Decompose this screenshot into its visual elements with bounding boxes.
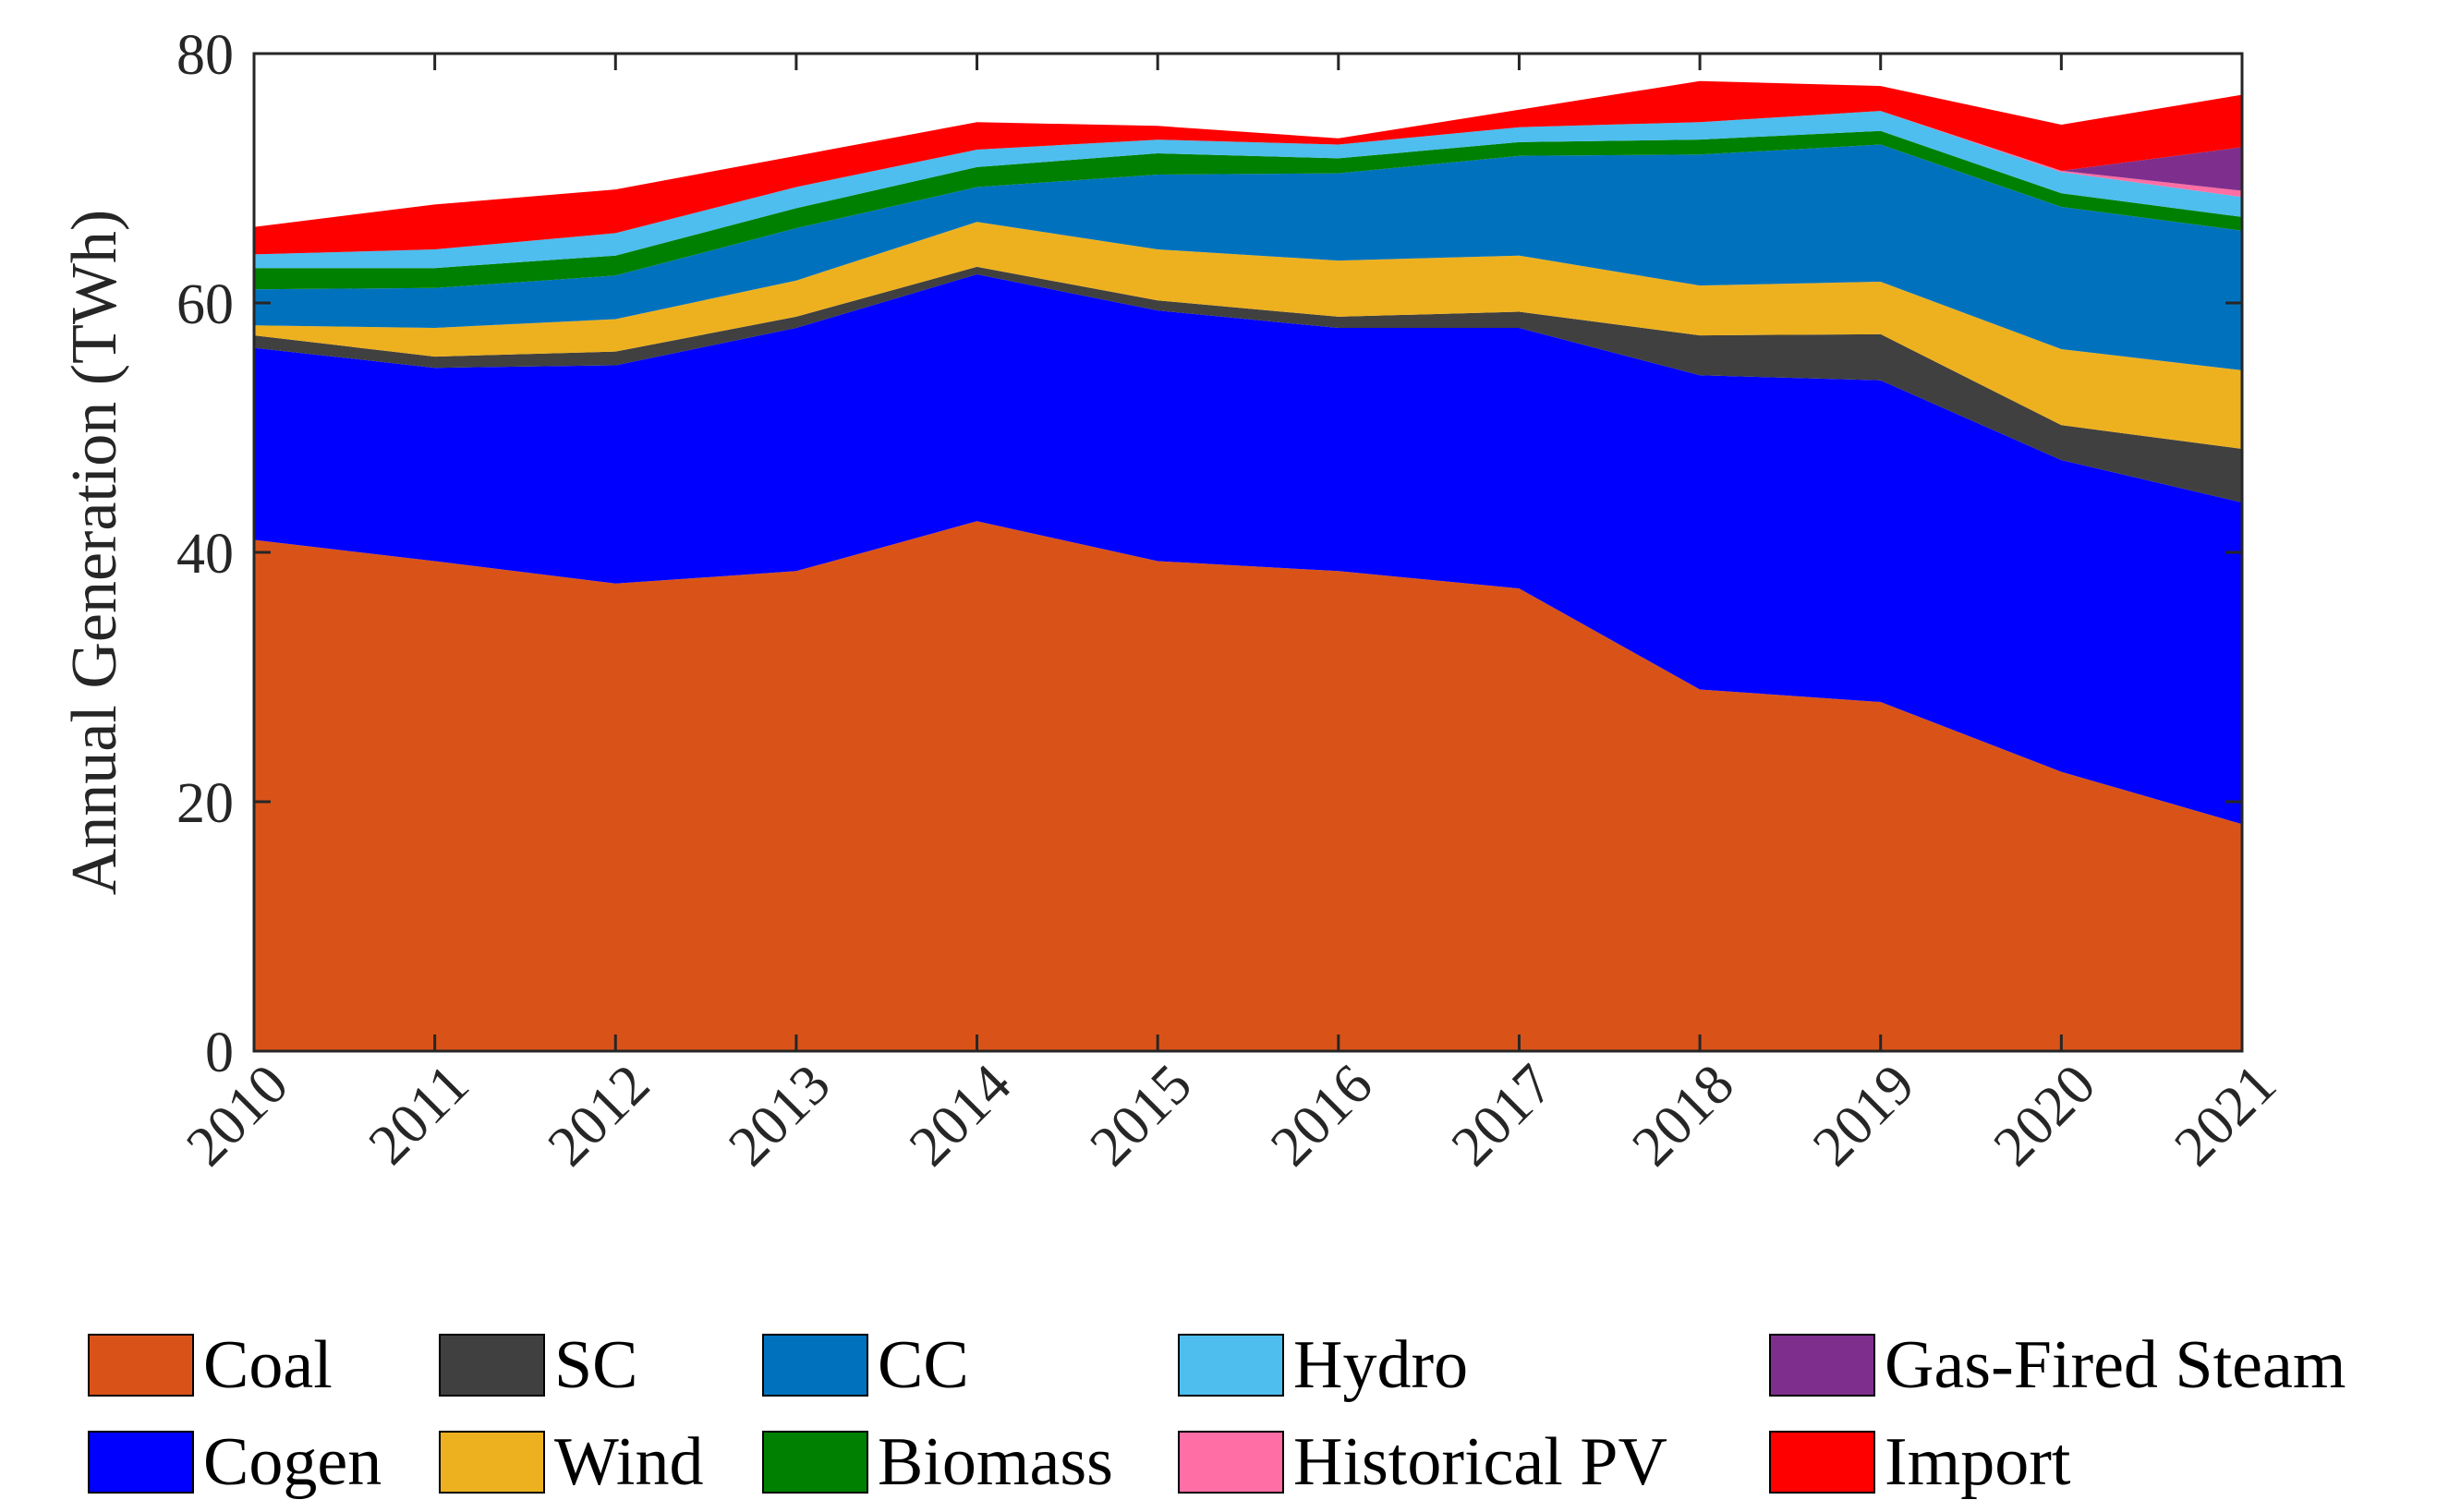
stacked-area-chart: 0 20 40 60 80 2010 2011 2012 2013 2014 2015 2016 20… bbox=[59, 24, 2288, 1179]
y-tick-label-40: 40 bbox=[176, 523, 234, 586]
area-hydro bbox=[254, 111, 2242, 269]
legend-swatch-gas-fired-steam bbox=[1769, 1334, 1875, 1397]
area-wind bbox=[254, 222, 2242, 449]
legend-swatch-sc bbox=[439, 1334, 545, 1397]
legend-item-hydro: Hydro bbox=[1178, 1321, 1468, 1409]
area-cogen bbox=[254, 274, 2242, 825]
x-tick-label-2013: 2013 bbox=[717, 1053, 843, 1179]
area-biomass bbox=[254, 130, 2242, 290]
legend-label-import: Import bbox=[1885, 1424, 2071, 1500]
legend-item-import: Import bbox=[1769, 1418, 2070, 1506]
area-import bbox=[254, 80, 2242, 255]
x-tick-label-2016: 2016 bbox=[1259, 1053, 1385, 1179]
y-tick-label-60: 60 bbox=[176, 273, 234, 336]
legend-label-wind: Wind bbox=[554, 1424, 704, 1500]
legend-item-historical-pv: Historical PV bbox=[1178, 1418, 1667, 1506]
legend-label-cogen: Cogen bbox=[203, 1424, 382, 1500]
legend-item-coal: Coal bbox=[88, 1321, 333, 1409]
legend-label-sc: SC bbox=[554, 1327, 638, 1403]
x-tick-label-2010: 2010 bbox=[175, 1053, 300, 1179]
legend-swatch-hydro bbox=[1178, 1334, 1284, 1397]
legend: Coal SC CC Hydro Gas-Fired Steam Cogen Wind Bio… bbox=[88, 1321, 2453, 1506]
y-tick-label-20: 20 bbox=[176, 772, 234, 835]
legend-swatch-historical-pv bbox=[1178, 1431, 1284, 1494]
legend-swatch-biomass bbox=[762, 1431, 868, 1494]
legend-swatch-wind bbox=[439, 1431, 545, 1494]
area-coal bbox=[254, 521, 2242, 1051]
legend-swatch-import bbox=[1769, 1431, 1875, 1494]
legend-swatch-coal bbox=[88, 1334, 194, 1397]
legend-item-cc: CC bbox=[762, 1321, 969, 1409]
x-tick-label-2014: 2014 bbox=[898, 1053, 1024, 1179]
legend-label-biomass: Biomass bbox=[878, 1424, 1113, 1500]
x-tick-label-2019: 2019 bbox=[1801, 1053, 1927, 1179]
y-tick-label-80: 80 bbox=[176, 24, 234, 87]
x-tick-label-2021: 2021 bbox=[2163, 1053, 2288, 1179]
legend-label-hydro: Hydro bbox=[1293, 1327, 1469, 1403]
area-sc bbox=[254, 266, 2242, 502]
legend-item-gas-fired-steam: Gas-Fired Steam bbox=[1769, 1321, 2346, 1409]
x-tick-label-2017: 2017 bbox=[1440, 1053, 1566, 1179]
legend-label-coal: Coal bbox=[203, 1327, 333, 1403]
area-cc bbox=[254, 144, 2242, 370]
legend-item-sc: SC bbox=[439, 1321, 638, 1409]
y-tick-label-0: 0 bbox=[205, 1022, 234, 1084]
x-tick-label-2011: 2011 bbox=[357, 1053, 480, 1177]
legend-item-biomass: Biomass bbox=[762, 1418, 1113, 1506]
legend-label-cc: CC bbox=[878, 1327, 969, 1403]
x-tick-label-2018: 2018 bbox=[1620, 1053, 1746, 1179]
x-tick-label-2012: 2012 bbox=[536, 1053, 661, 1179]
legend-item-cogen: Cogen bbox=[88, 1418, 382, 1506]
legend-label-historical-pv: Historical PV bbox=[1293, 1424, 1667, 1500]
legend-label-gas-fired-steam: Gas-Fired Steam bbox=[1885, 1327, 2346, 1403]
y-axis-title: Annual Generation (TWh) bbox=[59, 210, 130, 896]
legend-item-wind: Wind bbox=[439, 1418, 703, 1506]
x-tick-label-2020: 2020 bbox=[1982, 1053, 2107, 1179]
x-tick-label-2015: 2015 bbox=[1078, 1053, 1204, 1179]
legend-swatch-cc bbox=[762, 1334, 868, 1397]
legend-swatch-cogen bbox=[88, 1431, 194, 1494]
